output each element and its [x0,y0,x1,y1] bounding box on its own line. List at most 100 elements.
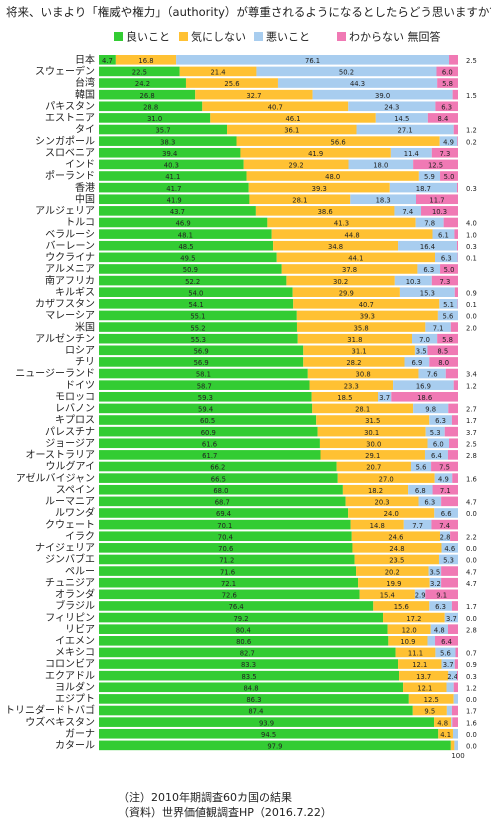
bar-segment-2 [430,624,448,634]
bar-segment-3 [451,415,458,425]
bar-segment-0 [99,589,360,600]
data-label: 10.9 [400,638,415,646]
data-label: 61.7 [202,452,217,460]
bar-segment-1 [227,124,357,135]
data-label: 27.1 [398,127,413,135]
bar-segment-1 [185,78,278,88]
country-label: トリニダードトバゴ [5,704,95,717]
data-label: 39.3 [312,185,327,193]
bar-segment-1 [296,322,426,332]
data-label: 25.6 [224,80,239,88]
bar-segment-1 [373,601,430,611]
bar-segment-3 [453,380,458,390]
data-label: 49.5 [180,255,195,263]
data-label: 23.5 [389,557,404,565]
bar-segment-2 [394,275,432,286]
bar-segment-3 [445,368,458,379]
bar-segment-1 [293,299,440,309]
bar-segment-0 [99,647,396,658]
bar-segment-2 [414,589,426,600]
country-label: キプロス [55,414,95,426]
data-label: 12.5 [428,162,443,170]
bar-segment-2 [451,717,453,727]
bar-segment-2 [398,240,457,251]
data-label: 18.0 [373,162,388,170]
bar-segment-0 [99,264,282,274]
data-label: 31.5 [365,417,380,425]
bar-segment-2 [415,217,444,228]
data-label: 6.3 [435,417,446,425]
data-label: 5.9 [424,173,435,181]
bar-segment-0 [99,740,451,751]
data-label: 59.4 [198,406,213,414]
bar-segment-2 [444,612,458,623]
bar-segment-3 [451,705,458,716]
bar-segment-2 [356,124,454,135]
data-label: 4.7 [466,580,477,588]
bar-segment-2 [417,264,441,274]
bar-segment-1 [248,182,390,193]
bar-segment-3 [448,403,458,414]
country-label: フィリピン [45,612,95,624]
data-label: 66.2 [210,464,225,472]
data-label: 59.3 [198,394,213,402]
bar-segment-3 [421,206,458,216]
data-label: 40.7 [268,103,283,111]
data-label: 24.0 [384,510,399,518]
data-label: 0.0 [466,557,477,565]
data-label: 18.3 [376,196,391,204]
data-label: 48.5 [178,243,193,251]
bar-segment-0 [99,229,272,239]
bar-segment-2 [418,496,442,507]
bar-segment-0 [99,299,294,309]
country-label: メキシコ [55,648,95,659]
data-label: 34.8 [328,243,343,251]
data-label: 0.1 [466,255,477,263]
bar-segment-3 [436,66,458,77]
country-label: 韓国 [75,89,95,101]
bar-segment-3 [435,636,458,646]
data-label: 1.6 [466,475,477,483]
data-label: 13.7 [416,673,431,681]
data-label: 4.7 [466,499,477,507]
data-label: 16.4 [420,243,435,251]
country-label: チュニジア [45,577,95,589]
data-label: 71.2 [219,557,234,565]
bar-segment-3 [437,78,458,88]
data-label: 38.3 [160,138,175,146]
data-label: 0.0 [466,731,477,739]
data-label: 1.6 [466,719,477,727]
bar-segment-0 [99,484,343,495]
country-label: アルゼンチン [35,333,95,345]
data-label: 2.8 [440,533,451,541]
bar-segment-3 [452,89,458,100]
data-label: 24.6 [388,533,403,541]
data-label: 94.5 [261,731,276,739]
bar-segment-2 [410,461,432,472]
bar-segment-2 [418,368,446,379]
data-label: 19.9 [386,580,401,588]
data-label: 15.6 [394,603,409,611]
bar-segment-0 [99,113,211,123]
bar-segment-0 [99,159,244,170]
bar-segment-2 [277,78,438,88]
bar-segment-1 [398,659,442,669]
data-label: 2.7 [466,406,477,414]
data-label: 7.7 [412,522,423,530]
bar-segment-3 [431,275,458,286]
bar-segment-3 [456,670,458,681]
data-label: 44.1 [348,255,363,263]
bar-segment-3 [441,566,458,576]
country-label: カタール [55,740,95,752]
bar-segment-0 [99,194,250,205]
data-label: 55.3 [191,336,206,344]
bar-segment-1 [336,461,411,472]
bar-segment-2 [453,694,458,704]
data-label: 4.6 [444,545,455,553]
data-label: 12.5 [424,696,439,704]
data-label: 20.2 [385,568,400,576]
bar-segment-0 [99,659,399,669]
bar-segment-2 [446,682,454,693]
data-label: 41.1 [165,173,180,181]
bar-segment-0 [99,531,352,542]
